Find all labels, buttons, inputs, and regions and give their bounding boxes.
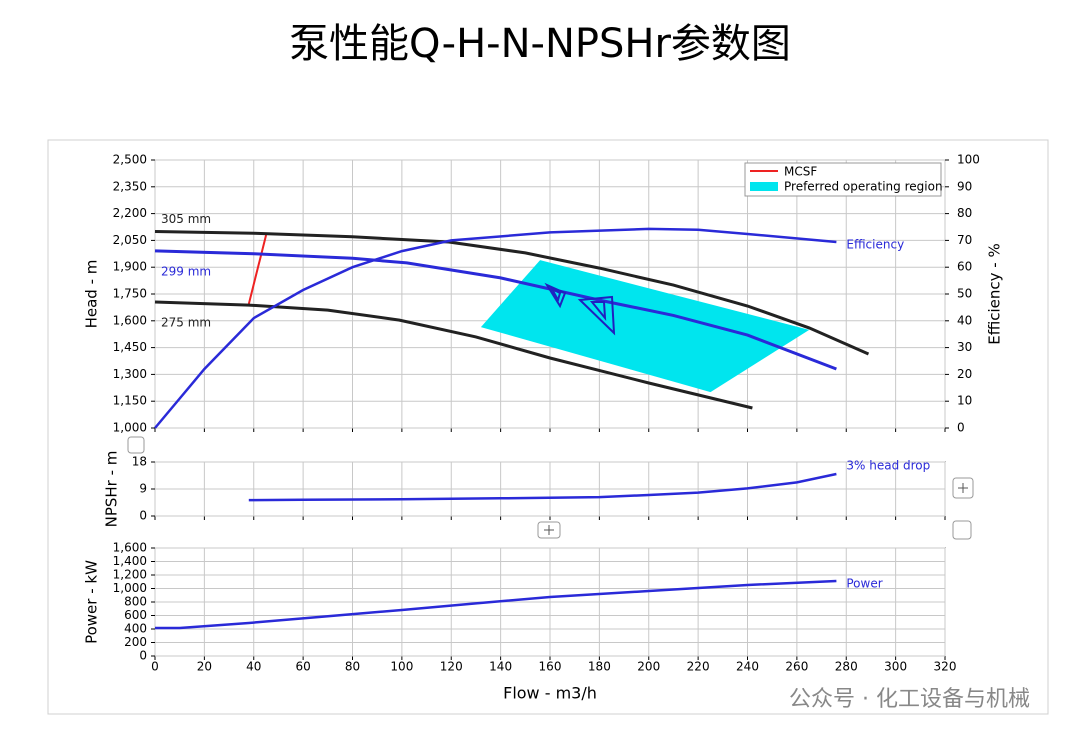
y-tick-label: 0 [139, 509, 147, 523]
y2-tick-label: 90 [957, 179, 972, 193]
y-tick-label: 1,600 [113, 313, 147, 327]
y-tick-label: 1,000 [113, 581, 147, 595]
series-label: 305 mm [161, 212, 211, 226]
y-tick-label: 2,200 [113, 206, 147, 220]
x-tick-label: 200 [637, 660, 660, 674]
y-tick-label: 1,750 [113, 287, 147, 301]
y-tick-label: 1,150 [113, 394, 147, 408]
series-line [248, 472, 837, 502]
y-tick-label: 1,400 [113, 554, 147, 568]
y2-tick-label: 70 [957, 233, 972, 247]
y2-tick-label: 0 [957, 421, 965, 435]
x-tick-label: 260 [785, 660, 808, 674]
x-tick-label: 300 [884, 660, 907, 674]
y2-tick-label: 40 [957, 313, 972, 327]
y-tick-label: 200 [124, 635, 147, 649]
x-tick-label: 160 [539, 660, 562, 674]
series-line [154, 230, 870, 356]
x-tick-label: 0 [151, 660, 159, 674]
series-line [154, 300, 753, 410]
x-tick-label: 40 [246, 660, 261, 674]
series-label: Power [846, 577, 882, 591]
y-tick-label: 600 [124, 608, 147, 622]
y-tick-label: 1,450 [113, 340, 147, 354]
x-tick-label: 280 [835, 660, 858, 674]
y2-tick-label: 100 [957, 153, 980, 167]
y-tick-label: 9 [139, 482, 147, 496]
y-axis-title: NPSHr - m [103, 451, 121, 528]
plus-icon [958, 483, 968, 493]
y2-tick-label: 20 [957, 367, 972, 381]
series-label: 3% head drop [846, 459, 930, 473]
plus-icon [544, 525, 554, 535]
x-tick-label: 320 [934, 660, 957, 674]
y-tick-label: 2,350 [113, 179, 147, 193]
y-tick-label: 0 [139, 649, 147, 663]
y2-tick-label: 50 [957, 287, 972, 301]
y-tick-label: 1,900 [113, 260, 147, 274]
y-tick-label: 1,600 [113, 541, 147, 555]
x-tick-label: 220 [687, 660, 710, 674]
y2-tick-label: 10 [957, 394, 972, 408]
series-line [155, 579, 837, 630]
x-tick-label: 20 [197, 660, 212, 674]
legend-label: Preferred operating region [784, 180, 943, 194]
y2-tick-label: 80 [957, 206, 972, 220]
controls [127, 436, 974, 540]
series-label: 275 mm [161, 316, 211, 330]
y-tick-label: 1,300 [113, 367, 147, 381]
x-tick-label: 60 [295, 660, 310, 674]
y-tick-label: 1,200 [113, 568, 147, 582]
series-label: Efficiency [846, 238, 904, 252]
x-tick-label: 80 [345, 660, 360, 674]
y-axis-title: Head - m [83, 260, 101, 329]
y-tick-label: 1,000 [113, 421, 147, 435]
series-line [154, 227, 837, 429]
legend-swatch [750, 182, 778, 191]
series-line [154, 249, 837, 371]
y2-tick-label: 60 [957, 260, 972, 274]
y-tick-label: 18 [132, 455, 147, 469]
page-title: 泵性能Q-H-N-NPSHr参数图 [289, 21, 791, 67]
expand-button[interactable] [952, 520, 972, 540]
y-tick-label: 2,050 [113, 233, 147, 247]
x-axis-title: Flow - m3/h [503, 684, 597, 703]
legend-label: MCSF [784, 165, 817, 179]
y-tick-label: 800 [124, 595, 147, 609]
y-tick-label: 2,500 [113, 153, 147, 167]
x-tick-label: 120 [440, 660, 463, 674]
y2-axis-title: Efficiency - % [986, 243, 1004, 344]
x-tick-label: 240 [736, 660, 759, 674]
triangle-markers [544, 282, 616, 336]
x-tick-label: 140 [489, 660, 512, 674]
series-label: 299 mm [161, 264, 211, 278]
x-tick-label: 100 [390, 660, 413, 674]
y2-tick-label: 30 [957, 340, 972, 354]
x-tick-label: 180 [588, 660, 611, 674]
y-tick-label: 400 [124, 622, 147, 636]
mcsf-line [247, 234, 268, 305]
drag-handle[interactable] [127, 436, 145, 454]
watermark: 公众号 · 化工设备与机械 [789, 687, 1030, 712]
y-axis-title: Power - kW [83, 560, 101, 644]
